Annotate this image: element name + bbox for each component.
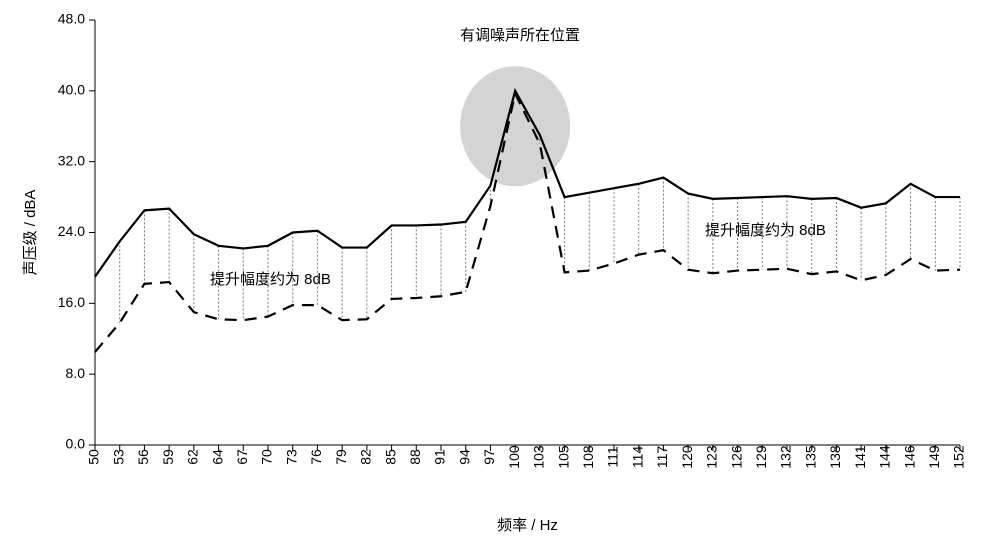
x-axis-title: 频率 / Hz (497, 517, 558, 534)
y-tick-label: 32.0 (58, 152, 85, 168)
x-tick-label: 73 (283, 449, 299, 465)
x-tick-label: 152 (951, 445, 967, 469)
x-tick-label: 108 (580, 445, 596, 469)
x-tick-label: 56 (135, 449, 151, 465)
y-tick-label: 40.0 (58, 82, 85, 98)
x-tick-label: 88 (407, 449, 423, 465)
y-tick-label: 0.0 (66, 436, 86, 452)
x-tick-label: 76 (308, 449, 324, 465)
x-tick-label: 129 (753, 445, 769, 469)
spl-line-chart: 0.0 8.0 16.0 24.0 32.0 40.0 48.0 50 53 56 59 62 64 67… (0, 0, 1000, 560)
x-tick-label: 62 (185, 449, 201, 465)
x-tick-label: 97 (481, 449, 497, 465)
annotation-right: 提升幅度约为 8dB (705, 222, 826, 239)
x-tick-label: 50 (86, 449, 102, 465)
y-tick-label: 16.0 (58, 294, 85, 310)
x-tick-label: 123 (704, 445, 720, 469)
x-tick-label: 120 (679, 445, 695, 469)
x-tick-label: 138 (827, 445, 843, 469)
x-tick-label: 79 (333, 449, 349, 465)
x-tick-label: 59 (160, 449, 176, 465)
x-tick-label: 141 (852, 445, 868, 469)
chart-svg: 0.0 8.0 16.0 24.0 32.0 40.0 48.0 50 53 56 59 62 64 67… (0, 0, 1000, 560)
x-tick-label: 100 (506, 445, 522, 469)
y-axis-title: 声压级 / dBA (21, 190, 39, 276)
x-tick-label: 132 (778, 445, 794, 469)
x-tick-label: 94 (456, 449, 472, 465)
y-tick-label: 8.0 (66, 365, 86, 381)
x-tick-label: 82 (358, 449, 374, 465)
x-tick-label: 126 (728, 445, 744, 469)
x-tick-label: 146 (901, 445, 917, 469)
x-tick-label: 103 (531, 445, 547, 469)
x-tick-label: 70 (259, 449, 275, 465)
annotation-left: 提升幅度约为 8dB (210, 271, 331, 288)
x-tick-label: 114 (629, 446, 645, 469)
x-tick-label: 64 (209, 449, 225, 465)
x-tick-label: 53 (110, 449, 126, 465)
x-tick-label: 117 (654, 446, 670, 469)
y-tick-label: 48.0 (58, 11, 85, 27)
x-tick-label: 144 (877, 445, 893, 469)
x-tick-label: 111 (605, 446, 621, 467)
y-tick-label: 24.0 (58, 223, 85, 239)
x-tick-label: 91 (432, 449, 448, 465)
x-tick-label: 105 (555, 445, 571, 469)
x-tick-label: 67 (234, 449, 250, 465)
x-tick-label: 85 (382, 449, 398, 465)
annotation-top: 有调噪声所在位置 (460, 26, 580, 44)
x-tick-label: 135 (802, 445, 818, 469)
x-tick-label: 149 (926, 445, 942, 469)
